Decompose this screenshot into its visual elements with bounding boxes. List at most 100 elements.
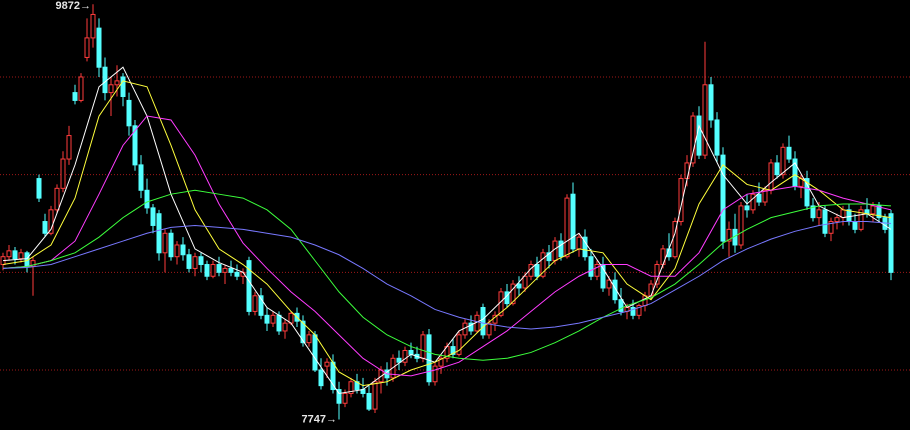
- candle-body: [6, 250, 12, 258]
- candle-body: [486, 322, 492, 336]
- candle-body: [438, 357, 444, 367]
- candle-body: [480, 307, 486, 336]
- candle-body: [102, 66, 108, 94]
- candle-body: [720, 154, 726, 242]
- candle-body: [534, 264, 540, 277]
- moving-average-line: [2, 115, 892, 377]
- candle-body: [192, 256, 198, 269]
- candle-body: [198, 256, 204, 266]
- candle-body: [222, 267, 228, 273]
- candle-body: [714, 119, 720, 156]
- candle-body: [186, 254, 192, 269]
- candle-body: [846, 209, 852, 223]
- candle-body: [144, 189, 150, 209]
- candle-body: [540, 252, 546, 277]
- candle-body: [696, 115, 702, 156]
- candle-body: [264, 314, 270, 324]
- candle-body: [216, 264, 222, 273]
- candle-body: [36, 178, 42, 199]
- candle-body: [618, 299, 624, 312]
- candle-body: [120, 76, 126, 98]
- candle-body: [888, 213, 894, 273]
- candle-body: [606, 279, 612, 289]
- candle-body: [780, 146, 786, 176]
- candle-body: [684, 162, 690, 180]
- candle-body: [702, 84, 708, 156]
- candle-body: [12, 250, 18, 260]
- candle-body: [54, 187, 60, 211]
- candle-body: [744, 205, 750, 211]
- candle-body: [468, 322, 474, 332]
- candle-body: [228, 267, 234, 273]
- candle-body: [558, 240, 564, 258]
- candle-body: [756, 193, 762, 203]
- candle-body: [738, 205, 744, 246]
- candle-body: [774, 162, 780, 176]
- candle-body: [810, 205, 816, 219]
- candle-body: [636, 305, 642, 316]
- candle-body: [594, 264, 600, 277]
- candle-body: [546, 252, 552, 262]
- candle-body: [372, 381, 378, 410]
- extreme-label: 7747→: [302, 413, 337, 425]
- candle-body: [312, 334, 318, 371]
- candle-body: [78, 76, 84, 101]
- candle-body: [648, 283, 654, 297]
- candle-body: [768, 162, 774, 191]
- candle-body: [114, 80, 120, 86]
- candle-body: [570, 193, 576, 250]
- moving-average-line: [2, 189, 892, 361]
- candle-body: [42, 221, 48, 234]
- candle-body: [174, 244, 180, 258]
- candle-body: [18, 252, 24, 260]
- candle-body: [582, 236, 588, 258]
- candle-body: [456, 334, 462, 355]
- candle-body: [678, 178, 684, 223]
- candle-body: [630, 307, 636, 316]
- candle-body: [210, 264, 216, 277]
- candle-body: [60, 158, 66, 189]
- moving-average-line: [2, 221, 892, 330]
- candle-body: [348, 381, 354, 394]
- candle-body: [318, 369, 324, 387]
- candle-body: [564, 197, 570, 258]
- candle-body: [408, 349, 414, 355]
- candle-body: [168, 232, 174, 258]
- candle-body: [66, 135, 72, 160]
- candle-body: [138, 164, 144, 191]
- candle-body: [762, 189, 768, 203]
- candle-body: [246, 260, 252, 312]
- candle-body: [204, 264, 210, 277]
- candle-body: [252, 295, 258, 312]
- candle-body: [270, 314, 276, 324]
- candle-body: [750, 193, 756, 211]
- candle-body: [834, 217, 840, 223]
- candle-body: [420, 334, 426, 359]
- candle-body: [132, 125, 138, 166]
- candle-body: [342, 392, 348, 404]
- candle-body: [156, 213, 162, 254]
- candle-body: [306, 334, 312, 344]
- candle-body: [96, 27, 102, 68]
- candle-body: [72, 92, 78, 101]
- candle-body: [552, 240, 558, 262]
- candle-body: [822, 209, 828, 234]
- candle-body: [426, 334, 432, 383]
- candle-body: [852, 221, 858, 230]
- candle-body: [432, 365, 438, 383]
- candle-body: [300, 320, 306, 344]
- candle-body: [516, 283, 522, 289]
- candle-body: [336, 389, 342, 404]
- extreme-label: 9872→: [56, 0, 91, 12]
- candle-body: [690, 115, 696, 164]
- candle-body: [180, 244, 186, 256]
- candle-body: [396, 357, 402, 363]
- candle-body: [450, 346, 456, 355]
- candle-body: [366, 392, 372, 410]
- candle-body: [588, 256, 594, 277]
- moving-average-line: [2, 66, 892, 395]
- candle-body: [48, 209, 54, 234]
- candle-body: [90, 13, 96, 39]
- candle-body: [576, 236, 582, 250]
